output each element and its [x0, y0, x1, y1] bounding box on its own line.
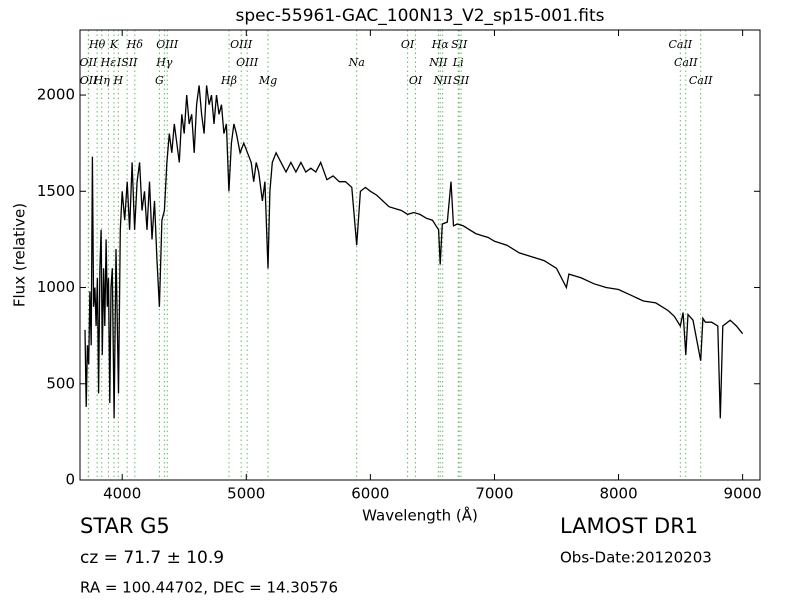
spectrum-line — [84, 85, 744, 419]
spectral-line-label: Li — [452, 56, 464, 69]
object-class: STAR G5 — [80, 514, 170, 538]
spectral-line-label: CaII — [668, 38, 692, 51]
y-tick-label: 1000 — [37, 278, 75, 296]
x-tick-label: 4000 — [103, 485, 141, 503]
obs-date: Obs-Date:20120203 — [560, 549, 712, 567]
spectral-line-label: ISII — [116, 56, 138, 69]
spectral-line-label: Na — [348, 56, 365, 69]
y-tick-label: 1500 — [37, 182, 75, 200]
y-tick-label: 500 — [46, 374, 75, 392]
spectral-line-label: Mg — [258, 74, 277, 87]
spectral-line-label: Hα — [431, 38, 450, 51]
plot-frame — [79, 29, 761, 481]
x-tick-label: 5000 — [227, 485, 265, 503]
spectral-line-label: Hγ — [155, 56, 173, 69]
x-tick-label: 6000 — [351, 485, 389, 503]
spectral-line-label: OIII — [156, 38, 179, 51]
redshift: cz = 71.7 ± 10.9 — [80, 548, 224, 568]
spectral-line-label: OI — [401, 38, 415, 51]
spectral-line-label: NII — [428, 56, 448, 69]
spectral-line-label: Hε — [100, 56, 117, 69]
spectral-line-label: Hβ — [220, 74, 237, 87]
spectral-line-label: CaII — [674, 56, 698, 69]
y-tick-label: 2000 — [37, 86, 75, 104]
spectral-line-label: CaII — [689, 74, 713, 87]
spectral-line-label: G — [155, 74, 164, 87]
survey: LAMOST DR1 — [560, 514, 698, 538]
spectral-line-label: OII — [80, 74, 98, 87]
spectral-line-label: Hδ — [126, 38, 144, 51]
spectral-line-label: H — [113, 74, 124, 87]
y-tick-label: 0 — [65, 471, 75, 489]
spectral-line-label: NII — [433, 74, 453, 87]
spectral-line-label: Hθ — [88, 38, 106, 51]
spectral-line-label: Hη — [93, 74, 111, 87]
x-axis-label: Wavelength (Å) — [362, 506, 478, 525]
x-tick-label: 8000 — [599, 485, 637, 503]
y-axis-label: Flux (relative) — [11, 203, 29, 307]
spectral-line-label: OI — [409, 74, 423, 87]
spectral-line-label: SII — [453, 74, 470, 87]
x-tick-label: 9000 — [724, 485, 762, 503]
x-tick-label: 7000 — [475, 485, 513, 503]
spectral-line-label: OIII — [230, 38, 253, 51]
spectral-line-label: OIII — [236, 56, 259, 69]
chart-title: spec-55961-GAC_100N13_V2_sp15-001.fits — [235, 6, 604, 26]
coordinates: RA = 100.44702, DEC = 14.30576 — [80, 579, 338, 597]
spectral-line-label: K — [109, 38, 119, 51]
spectral-line-label: SII — [451, 38, 468, 51]
